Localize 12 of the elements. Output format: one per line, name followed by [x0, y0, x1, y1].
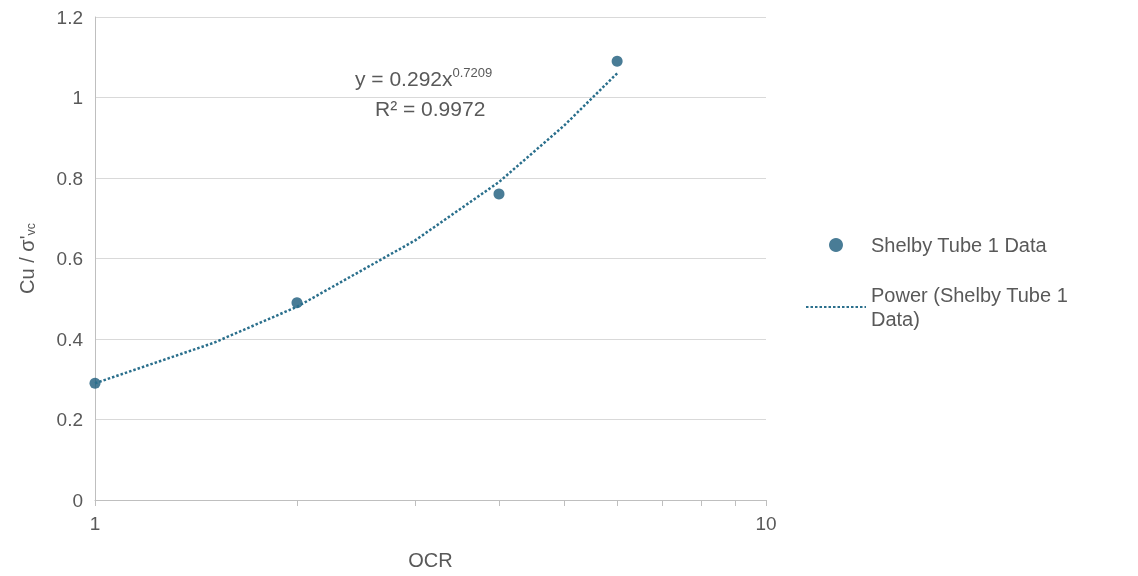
y-tick-label: 0 — [72, 489, 83, 511]
y-tick-label: 0.8 — [56, 167, 83, 189]
y-tick-label: 1 — [72, 87, 83, 108]
legend-label: Shelby Tube 1 Data — [871, 234, 1048, 256]
y-tick-label: 0.2 — [56, 409, 83, 430]
x-axis-title: OCR — [408, 549, 453, 571]
y-tick-label: 0.6 — [56, 248, 83, 269]
annotation: R² = 0.9972 — [375, 97, 486, 120]
y-tick-label: 0.4 — [56, 328, 84, 350]
legend-label: Power (Shelby Tube 1 Data) — [871, 284, 1074, 330]
y-tick-label: 1.2 — [56, 6, 83, 28]
x-tick-label: 10 — [755, 513, 777, 534]
